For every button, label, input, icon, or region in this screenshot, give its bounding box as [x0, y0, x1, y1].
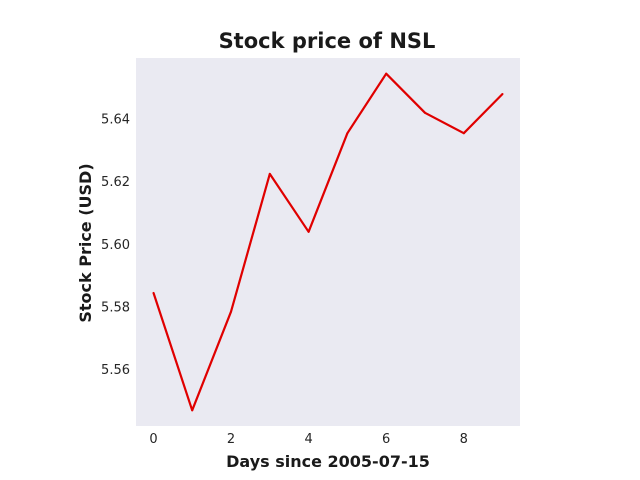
y-axis-ticks: 5.56 5.58 5.60 5.62 5.64: [101, 113, 130, 379]
chart-title: Stock price of NSL: [219, 29, 436, 53]
data-point: [346, 132, 349, 135]
data-point: [462, 132, 465, 135]
x-tick-label: 8: [460, 432, 468, 447]
series-line-0: [152, 72, 504, 412]
x-tick-label: 4: [304, 432, 312, 447]
y-tick-label: 5.64: [101, 113, 130, 128]
data-point: [501, 93, 504, 95]
x-axis-label: Days since 2005-07-15: [226, 452, 430, 471]
x-tick-label: 0: [149, 432, 157, 447]
data-point: [424, 111, 426, 114]
y-tick-label: 5.56: [101, 363, 130, 378]
data-point: [385, 72, 388, 75]
data-point: [230, 310, 232, 313]
y-tick-label: 5.58: [101, 301, 130, 316]
x-tick-label: 2: [227, 432, 235, 447]
y-tick-label: 5.62: [101, 175, 130, 190]
y-tick-label: 5.60: [101, 238, 130, 253]
x-axis-ticks: 0 2 4 6 8: [149, 432, 468, 447]
plot-area: [136, 58, 520, 426]
data-point: [191, 409, 194, 412]
data-point: [268, 172, 271, 175]
y-axis-label: Stock Price (USD): [76, 163, 95, 322]
series-layer: [152, 72, 504, 412]
data-point: [152, 291, 155, 294]
x-tick-label: 6: [382, 432, 390, 447]
data-point: [307, 230, 310, 233]
